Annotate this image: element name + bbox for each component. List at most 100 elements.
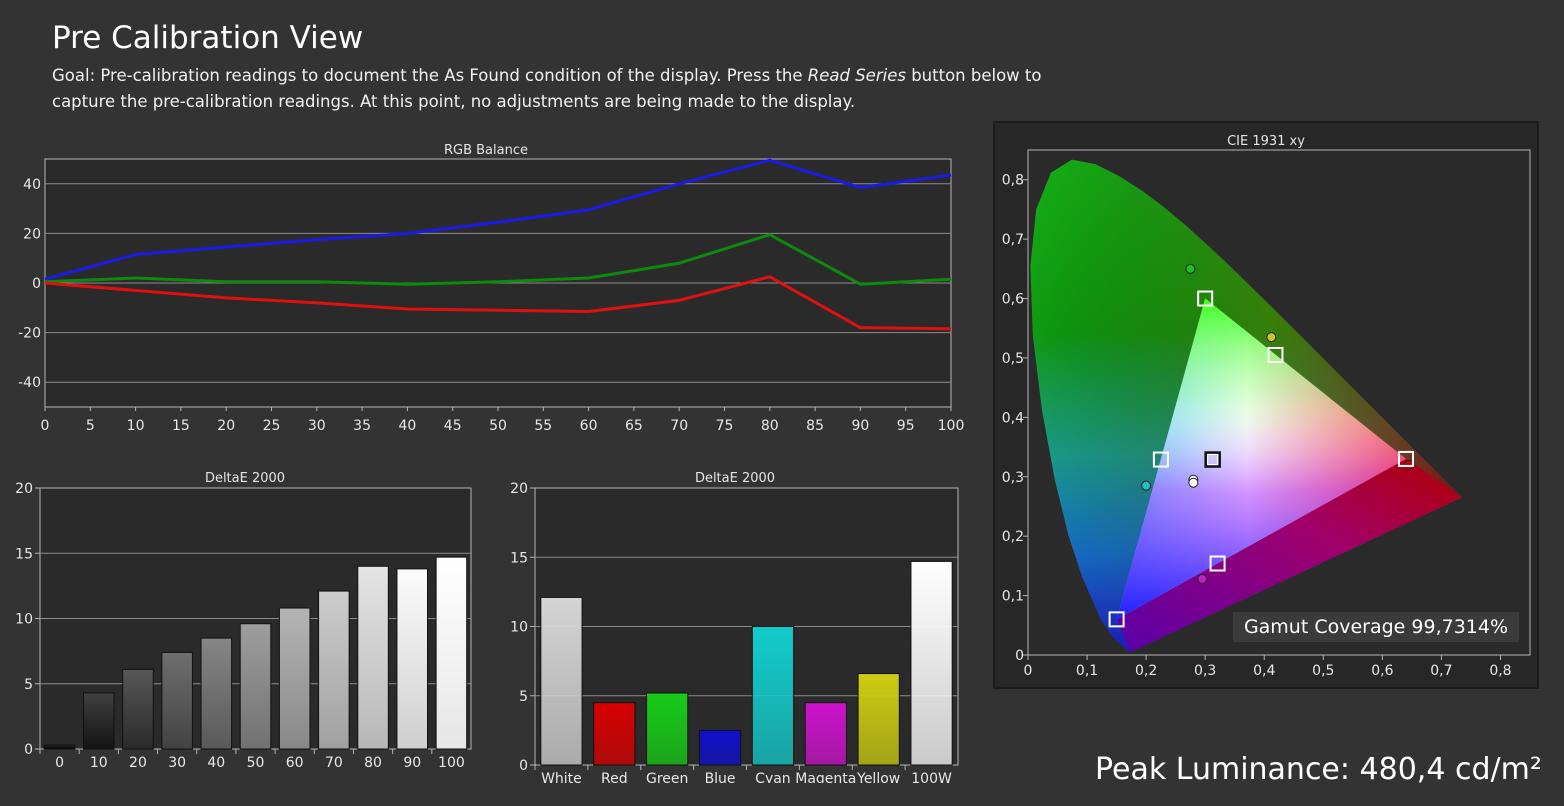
cie-measured-point	[1185, 263, 1196, 274]
de2-y-tick-label: 15	[510, 550, 528, 566]
cie-x-tick-label: 0,6	[1371, 663, 1393, 679]
rgb-x-tick-label: 10	[127, 418, 145, 434]
cie-purple-region	[1116, 458, 1462, 652]
cie-x-tick-label: 0,3	[1194, 663, 1216, 679]
rgb-x-tick-label: 0	[41, 418, 50, 434]
de2-x-tick-label: Yellow	[856, 771, 900, 783]
rgb-green-line	[44, 233, 952, 286]
cie-y-tick-label: 0,5	[1002, 351, 1024, 367]
cie-target-square	[1267, 346, 1284, 363]
rgb-y-tick-label: 40	[23, 177, 41, 193]
cie-y-tick-label: 0,6	[1002, 292, 1024, 308]
de2-bar-red	[593, 702, 636, 766]
rgb-x-tick-label: 20	[217, 418, 235, 434]
rgb-x-tick-label: 35	[353, 418, 371, 434]
de2-bar-blue	[698, 729, 742, 766]
de2-y-tick-label: 5	[519, 689, 528, 705]
de2-x-tick-label: Cyan	[755, 771, 791, 783]
de2-bar-white	[540, 596, 583, 766]
cie-target-square	[1397, 450, 1414, 467]
de1-x-tick-label: 100	[438, 755, 465, 771]
rgb-x-tick-label: 45	[444, 418, 462, 434]
rgb-y-tick-label: -20	[18, 326, 41, 342]
de2-bar-yellow	[857, 673, 900, 766]
de2-bar-green	[646, 692, 689, 766]
rgb-x-tick-label: 100	[938, 418, 965, 434]
deltae-grayscale-title: DeltaE 2000	[205, 471, 285, 486]
cie-x-tick-label: 0,8	[1489, 663, 1511, 679]
de1-bar-20	[122, 668, 154, 750]
rgb-balance-chart: RGB Balance 40 20 0 -20 -40 0 5 10 15 20 25 30 35 40…	[18, 143, 965, 434]
de1-bar-30	[161, 651, 193, 750]
cie-measured-point	[1197, 573, 1208, 584]
cie-x-tick-label: 0	[1024, 663, 1033, 679]
de1-x-tick-label: 30	[168, 755, 186, 771]
rgb-x-tick-label: 95	[897, 418, 915, 434]
de2-y-tick-label: 10	[510, 620, 528, 636]
de1-y-tick-label: 15	[15, 546, 33, 562]
rgb-x-tick-label: 5	[86, 418, 95, 434]
de1-x-tick-label: 50	[247, 755, 265, 771]
goal-description: Goal: Pre-calibration readings to docume…	[52, 63, 1052, 115]
de2-x-tick-label: Green	[646, 771, 688, 783]
cie-1931-chart: CIE 1931 xy 0 0,1 0,2 0,3 0,4 0,5 0,6 0,7 0,8 0 0…	[1002, 134, 1531, 679]
cie-y-tick-label: 0,8	[1002, 173, 1024, 189]
cie-y-tick-label: 0	[1015, 648, 1024, 664]
cie-whitepoint-inner	[1207, 454, 1219, 466]
cie-title: CIE 1931 xy	[1227, 134, 1305, 149]
rgb-x-tick-label: 85	[806, 418, 824, 434]
de1-x-tick-label: 40	[207, 755, 225, 771]
de2-bar-cyan	[751, 626, 795, 766]
de1-bar-70	[318, 590, 350, 750]
de1-x-tick-label: 90	[403, 755, 421, 771]
de2-bar-100w	[910, 560, 953, 766]
de1-y-tick-label: 5	[24, 677, 33, 693]
de1-x-tick-label: 0	[55, 755, 64, 771]
peak-luminance-label: Peak Luminance: 480,4 cd/m²	[1095, 752, 1542, 787]
rgb-red-line	[44, 275, 952, 331]
cie-target-square	[1152, 451, 1169, 468]
rgb-x-tick-label: 75	[716, 418, 734, 434]
cie-measured-point	[1141, 480, 1152, 491]
de2-x-tick-label: Magenta	[795, 771, 856, 783]
de1-bar-50	[239, 623, 272, 750]
cie-measured-point	[1266, 332, 1277, 343]
cie-x-tick-label: 0,2	[1135, 663, 1157, 679]
de1-bar-60	[278, 607, 311, 750]
cie-measured-point	[1188, 477, 1199, 488]
goal-text-suffix: button below to capture the pre-calibrat…	[52, 66, 1042, 111]
cie-target-square	[1209, 555, 1226, 572]
de1-x-tick-label: 10	[90, 755, 108, 771]
rgb-x-tick-label: 15	[172, 418, 190, 434]
rgb-x-tick-label: 30	[308, 418, 326, 434]
de1-x-tick-label: 20	[129, 755, 147, 771]
de2-x-tick-label: 100W	[911, 771, 952, 783]
de1-bar-100	[435, 556, 468, 750]
rgb-y-tick-label: 0	[32, 276, 41, 292]
rgb-blue-line	[44, 158, 952, 281]
cie-y-tick-label: 0,2	[1002, 529, 1024, 545]
de2-x-tick-label: Red	[601, 771, 628, 783]
gamut-coverage-label: Gamut Coverage 99,7314%	[1233, 612, 1519, 642]
read-series-emphasis: Read Series	[807, 66, 906, 85]
rgb-x-tick-label: 70	[670, 418, 688, 434]
rgb-y-tick-label: 20	[23, 226, 41, 242]
de1-x-tick-label: 60	[286, 755, 304, 771]
rgb-x-tick-label: 25	[263, 418, 281, 434]
goal-text-prefix: Goal: Pre-calibration readings to docume…	[52, 66, 808, 85]
de1-bar-10	[82, 692, 115, 750]
cie-x-tick-label: 0,7	[1430, 663, 1452, 679]
de2-bar-magenta	[804, 702, 847, 766]
rgb-x-tick-label: 80	[761, 418, 779, 434]
deltae-colors-title: DeltaE 2000	[695, 471, 775, 486]
de1-bar-0	[43, 744, 76, 750]
de2-y-tick-label: 20	[510, 481, 528, 497]
cie-gamut-blue-shade	[1116, 298, 1406, 620]
cie-x-tick-label: 0,4	[1253, 663, 1275, 679]
rgb-x-tick-label: 90	[851, 418, 869, 434]
de2-y-tick-label: 0	[519, 758, 528, 774]
rgb-y-tick-label: -40	[18, 375, 41, 391]
cie-y-tick-label: 0,3	[1002, 470, 1024, 486]
de2-x-tick-label: White	[541, 771, 582, 783]
cie-x-tick-label: 0,1	[1076, 663, 1098, 679]
